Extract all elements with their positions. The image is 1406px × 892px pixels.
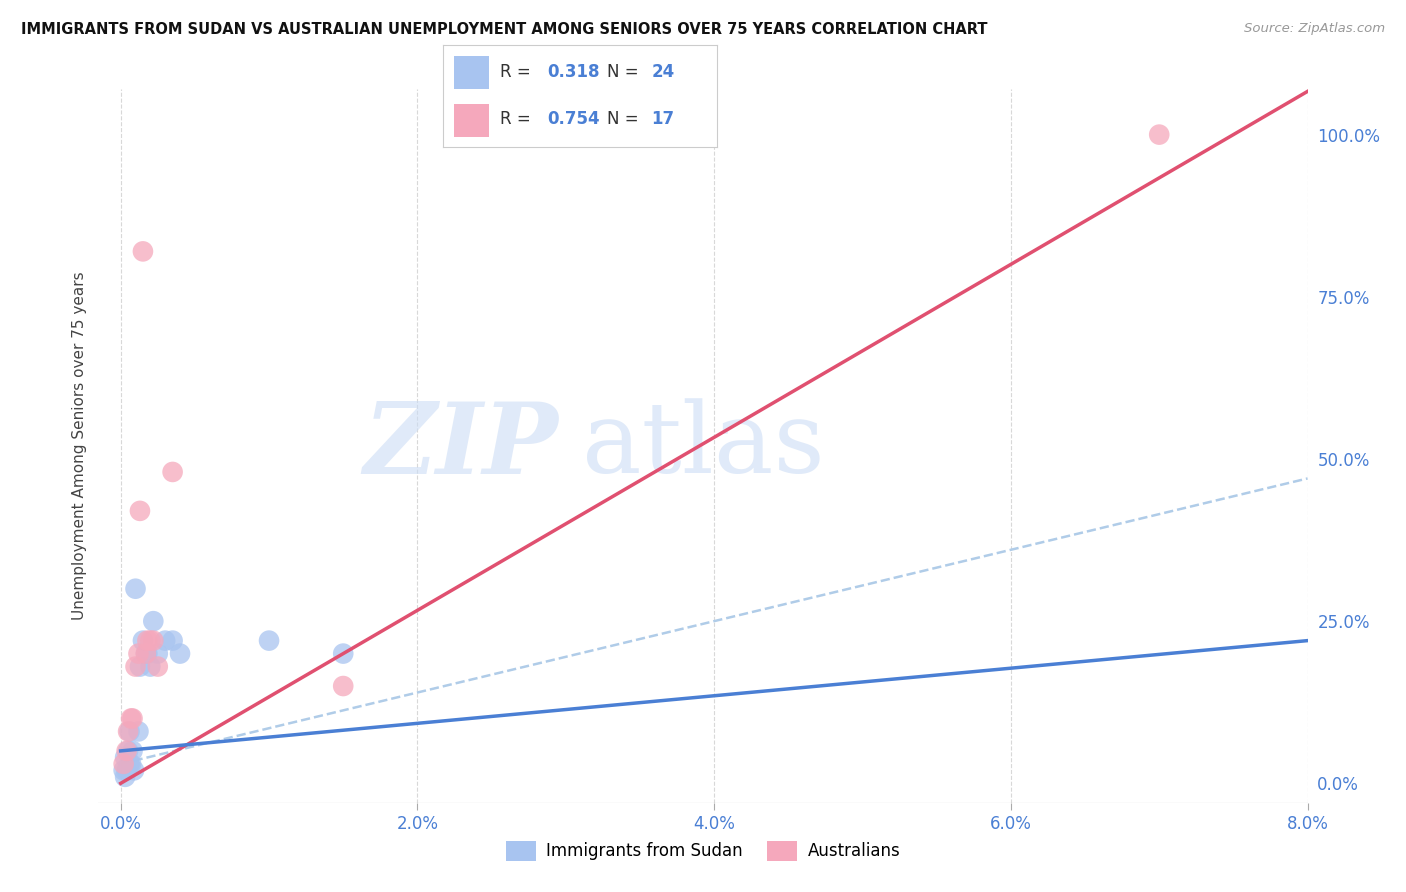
Text: R =: R = <box>501 63 537 81</box>
Text: IMMIGRANTS FROM SUDAN VS AUSTRALIAN UNEMPLOYMENT AMONG SENIORS OVER 75 YEARS COR: IMMIGRANTS FROM SUDAN VS AUSTRALIAN UNEM… <box>21 22 987 37</box>
Point <box>146 647 169 661</box>
Point <box>121 711 143 725</box>
Point <box>118 756 141 771</box>
Point <box>1147 128 1170 142</box>
Point <box>117 724 139 739</box>
Text: Source: ZipAtlas.com: Source: ZipAtlas.com <box>1244 22 1385 36</box>
FancyBboxPatch shape <box>454 104 489 137</box>
Point <box>153 633 176 648</box>
Text: ZIP: ZIP <box>363 398 558 494</box>
Point <box>162 633 184 648</box>
Point <box>162 465 184 479</box>
Point <box>127 647 149 661</box>
Point <box>132 633 155 648</box>
Point <box>132 244 155 259</box>
Point <box>120 711 142 725</box>
Point <box>129 659 152 673</box>
Point <box>332 647 354 661</box>
Y-axis label: Unemployment Among Seniors over 75 years: Unemployment Among Seniors over 75 years <box>72 272 87 620</box>
Point <box>112 756 135 771</box>
Point <box>146 659 169 673</box>
Text: atlas: atlas <box>582 398 825 494</box>
Text: N =: N = <box>607 111 644 128</box>
Point <box>120 756 142 771</box>
Text: 0.754: 0.754 <box>547 111 600 128</box>
Point <box>136 633 159 648</box>
Point <box>139 633 162 648</box>
Text: 24: 24 <box>651 63 675 81</box>
Text: R =: R = <box>501 111 537 128</box>
Point <box>114 770 136 784</box>
Point <box>136 647 159 661</box>
Point <box>114 750 136 764</box>
Text: 17: 17 <box>651 111 675 128</box>
Point <box>135 647 157 661</box>
FancyBboxPatch shape <box>454 56 489 88</box>
Point <box>112 764 135 778</box>
Point <box>115 744 138 758</box>
Point <box>139 659 162 673</box>
Point <box>142 614 165 628</box>
Point <box>169 647 191 661</box>
Point <box>122 764 145 778</box>
Legend: Immigrants from Sudan, Australians: Immigrants from Sudan, Australians <box>499 834 907 868</box>
Point <box>124 659 146 673</box>
Point <box>115 764 138 778</box>
Text: N =: N = <box>607 63 644 81</box>
Point <box>332 679 354 693</box>
Text: 0.318: 0.318 <box>547 63 599 81</box>
Point <box>124 582 146 596</box>
Point <box>121 744 143 758</box>
Point <box>118 724 141 739</box>
Point <box>257 633 280 648</box>
Point <box>135 647 157 661</box>
Point <box>127 724 149 739</box>
Point <box>142 633 165 648</box>
Point <box>129 504 152 518</box>
Point <box>117 744 139 758</box>
